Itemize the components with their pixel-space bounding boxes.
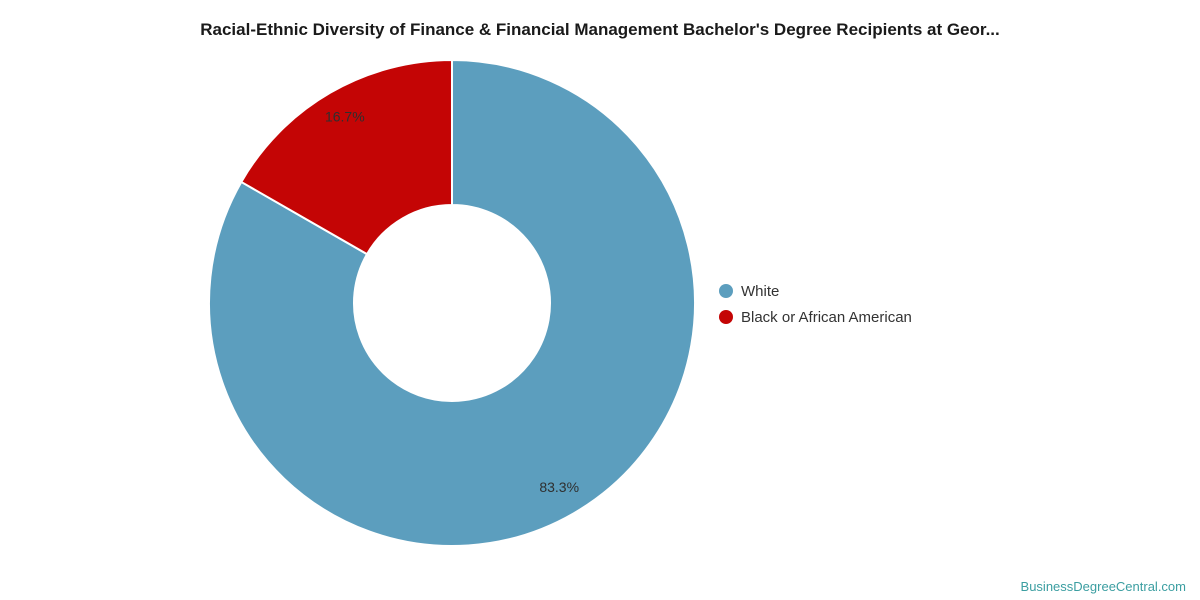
legend-dot <box>719 284 733 298</box>
slice-data-label: 16.7% <box>325 108 365 124</box>
legend-marker-white-icon <box>719 284 733 298</box>
pie-slice-white[interactable] <box>208 59 696 547</box>
businessdegreecentral-link[interactable]: BusinessDegreeCentral.com <box>1020 579 1186 594</box>
legend-label-white: White <box>741 282 780 300</box>
legend-item-black-or-african-american[interactable]: Black or African American <box>719 304 912 330</box>
legend-marker-black-or-african-american-icon <box>719 310 733 324</box>
donut-svg: 83.3% 16.7% <box>208 59 696 547</box>
slice-data-label: 83.3% <box>539 479 579 495</box>
donut-chart: 83.3% 16.7% <box>207 58 697 548</box>
pie-slice-black-or-african-american[interactable] <box>240 59 453 256</box>
chart-title: Racial-Ethnic Diversity of Finance & Fin… <box>200 20 1000 39</box>
legend-label-black-or-african-american: Black or African American <box>741 308 912 326</box>
legend-item-white[interactable]: White <box>719 278 912 304</box>
legend: White Black or African American <box>719 278 912 330</box>
legend-dot <box>719 310 733 324</box>
